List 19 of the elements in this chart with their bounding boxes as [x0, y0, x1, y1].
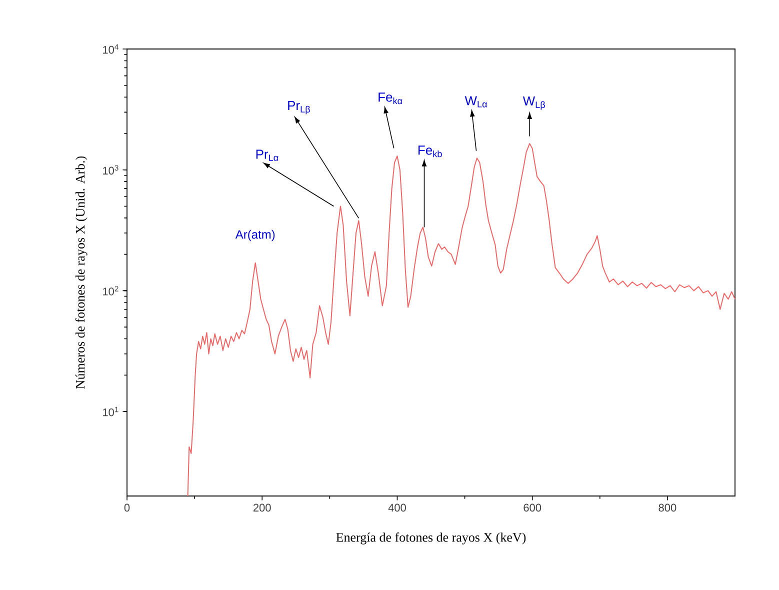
- annotation: Ar(atm): [235, 230, 275, 242]
- x-tick-label: 400: [388, 504, 406, 512]
- x-tick-label: 0: [124, 504, 130, 512]
- x-tick-label: 200: [253, 504, 271, 512]
- y-tick-label: 10$^{2}$: [103, 286, 118, 296]
- annotation: Pr$_{Lβ}$: [288, 101, 310, 114]
- y-tick-label: 10$^{4}$: [103, 44, 118, 54]
- y-tick-label: 10$^{3}$: [103, 165, 118, 175]
- annotation: Fe$_{kα}$: [378, 92, 402, 104]
- y-axis-title: Números de fotones de rayos X (Unid. Arb.): [75, 156, 88, 389]
- annotation: W$_{Lβ}$: [522, 96, 546, 110]
- x-tick-label: 800: [658, 504, 676, 512]
- line-series: [187, 143, 736, 496]
- y-tick-label: 10$^{1}$: [103, 406, 118, 416]
- x-axis-title: Energía de fotones de rayos X (keV): [336, 532, 526, 544]
- x-tick-label: 600: [524, 504, 542, 512]
- annotation: Fe$_{kb}$: [418, 146, 442, 158]
- annotation: W$_{Lα}$: [464, 96, 488, 108]
- annotation: Pr$_{Lα}$: [256, 150, 278, 161]
